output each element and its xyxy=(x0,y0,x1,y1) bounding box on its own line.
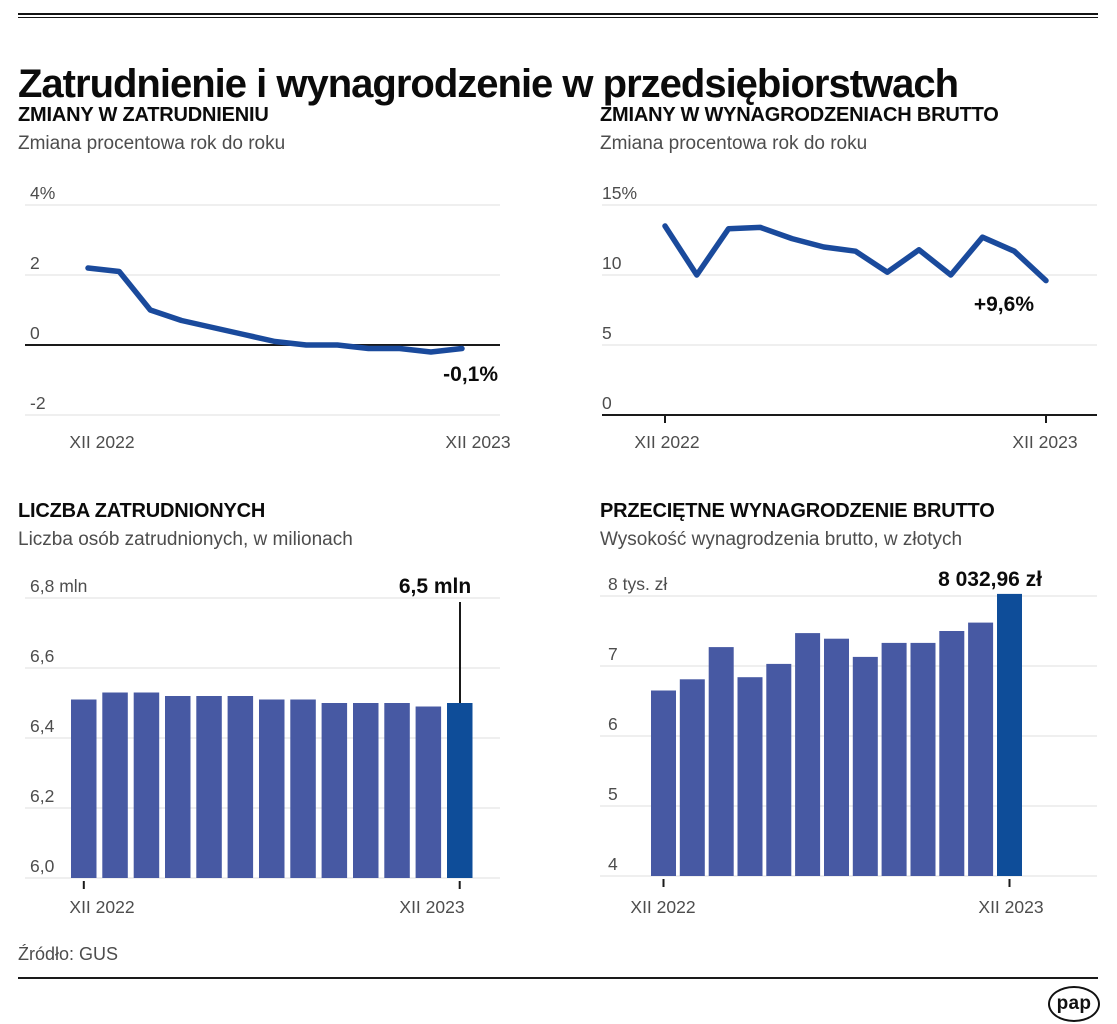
bar xyxy=(227,696,254,878)
page-title: Zatrudnienie i wynagrodzenie w przedsięb… xyxy=(18,61,959,106)
chart-title: ZMIANY W ZATRUDNIENIU xyxy=(18,104,269,126)
y-tick-label: 7 xyxy=(608,644,618,664)
y-tick-label: 2 xyxy=(30,253,40,273)
y-tick-label: 6,0 xyxy=(30,856,55,876)
y-tick-label: -2 xyxy=(30,393,46,413)
bar xyxy=(651,690,676,876)
bar xyxy=(384,703,410,878)
y-tick-label: 6 xyxy=(608,714,618,734)
x-axis-label: XII 2022 xyxy=(69,897,134,917)
panel-employment-change-header: ZMIANY W ZATRUDNIENIU Zmiana procentowa … xyxy=(18,104,538,155)
panel-employment-count-header: LICZBA ZATRUDNIONYCH Liczba osób zatrudn… xyxy=(18,500,538,551)
bar-highlighted xyxy=(997,593,1022,876)
bar xyxy=(708,647,734,876)
y-tick-label: 6,4 xyxy=(30,716,55,736)
x-axis-label: XII 2022 xyxy=(630,897,695,917)
bar xyxy=(71,699,97,878)
x-axis-label: XII 2023 xyxy=(978,897,1043,917)
chart-title: LICZBA ZATRUDNIONYCH xyxy=(18,500,266,522)
bar xyxy=(679,679,705,876)
bar xyxy=(939,631,965,876)
bar xyxy=(795,633,821,876)
y-tick-label: 0 xyxy=(30,323,40,343)
bar xyxy=(353,703,379,878)
chart-subtitle: Zmiana procentowa rok do roku xyxy=(600,133,868,154)
bar xyxy=(102,692,128,878)
y-tick-label: 10 xyxy=(602,253,622,273)
chart-title: PRZECIĘTNE WYNAGRODZENIE BRUTTO xyxy=(600,500,995,522)
y-tick-label: 4 xyxy=(608,854,618,874)
x-axis-label: XII 2022 xyxy=(69,432,134,452)
bar xyxy=(737,677,763,876)
bar xyxy=(290,699,316,878)
value-annotation: 6,5 mln xyxy=(399,575,471,598)
bar-highlighted xyxy=(447,703,473,878)
value-annotation: -0,1% xyxy=(443,363,498,386)
employment-change-line-chart: 4% 2 0 -2 XII 2022 XII 2023 -0,1% xyxy=(25,185,510,452)
trend-line xyxy=(662,223,1049,284)
trend-line xyxy=(85,265,465,355)
bottom-rule xyxy=(18,977,1098,979)
average-wage-bar-chart: 8 tys. zł 7 6 5 4 XII 2022 XII 2023 8 032,96 zł xyxy=(600,568,1097,917)
top-double-rule xyxy=(18,13,1098,18)
source-label: Źródło: GUS xyxy=(18,944,119,964)
bar xyxy=(165,696,191,878)
bar xyxy=(910,642,936,876)
employment-count-bar-chart: 6,8 mln 6,6 6,4 6,2 6,0 XII 2022 XII 2023 6,5 m… xyxy=(25,575,500,917)
bar xyxy=(415,706,442,878)
y-tick-label: 4% xyxy=(30,185,55,203)
y-tick-label: 5 xyxy=(608,784,618,804)
y-tick-label: 6,2 xyxy=(30,786,54,806)
x-axis-label: XII 2022 xyxy=(634,432,699,452)
bar xyxy=(133,692,160,878)
pap-logo-text: pap xyxy=(1056,993,1092,1014)
bar xyxy=(259,699,285,878)
chart-subtitle: Wysokość wynagrodzenia brutto, w złotych xyxy=(600,529,963,550)
bar xyxy=(881,642,907,876)
y-tick-label: 8 tys. zł xyxy=(608,574,667,594)
bar xyxy=(824,638,849,876)
y-tick-label: 15% xyxy=(602,185,637,203)
chart-title: ZMIANY W WYNAGRODZENIACH BRUTTO xyxy=(600,104,999,126)
y-tick-label: 0 xyxy=(602,393,612,413)
bar xyxy=(321,703,348,878)
y-tick-label: 5 xyxy=(602,323,612,343)
bar xyxy=(196,696,222,878)
x-axis-label: XII 2023 xyxy=(445,432,510,452)
x-axis-label: XII 2023 xyxy=(399,897,464,917)
panel-wages-change-header: ZMIANY W WYNAGRODZENIACH BRUTTO Zmiana p… xyxy=(600,104,1117,155)
panel-average-wage-header: PRZECIĘTNE WYNAGRODZENIE BRUTTO Wysokość… xyxy=(600,500,1117,551)
value-annotation: +9,6% xyxy=(974,293,1034,316)
wages-change-line-chart: 15% 10 5 0 XII 2022 XII 2023 +9,6% xyxy=(602,185,1097,452)
chart-subtitle: Zmiana procentowa rok do roku xyxy=(18,133,286,154)
bar xyxy=(766,663,792,876)
x-axis-label: XII 2023 xyxy=(1012,432,1077,452)
bar xyxy=(852,656,878,876)
bar xyxy=(968,622,994,876)
pap-logo: pap xyxy=(1048,986,1100,1022)
y-tick-label: 6,8 mln xyxy=(30,576,87,596)
chart-subtitle: Liczba osób zatrudnionych, w milionach xyxy=(18,529,353,550)
value-annotation: 8 032,96 zł xyxy=(938,568,1042,591)
y-tick-label: 6,6 xyxy=(30,646,54,666)
